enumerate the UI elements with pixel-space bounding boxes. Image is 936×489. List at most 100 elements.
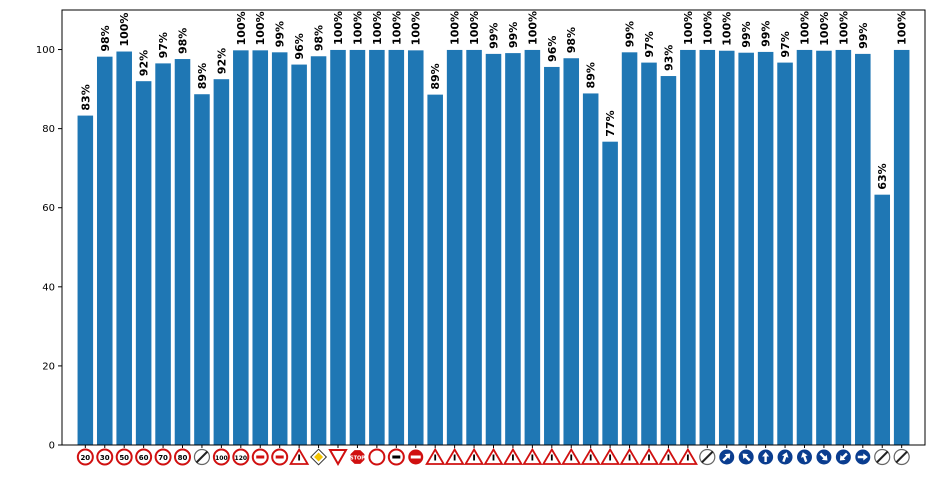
data-label: 96% [293,33,306,59]
sign-arrow [742,453,751,462]
sign-symbol [473,454,475,461]
bar [660,76,677,446]
bar [466,49,482,445]
double-curve-sign-icon [483,445,504,465]
plot-frame [61,9,926,446]
speed-limit-30-sign-icon: 30 [96,445,114,466]
sign-number: 120 [235,455,248,462]
data-label: 99% [857,23,870,49]
y-tick-label: 60 [42,203,55,214]
no-passing-trucks-sign-icon [271,445,289,466]
bicycles-crossing-sign-icon [638,445,660,465]
sign-symbol [392,455,401,459]
bar [621,52,638,446]
road-work-sign-icon [561,445,582,465]
wild-animals-sign-icon [677,445,698,465]
sign-ring [368,448,386,466]
sign-slash [876,450,889,464]
bar [446,49,463,445]
bar [155,63,171,446]
bar [194,94,210,446]
y-tick-label: 0 [49,441,55,452]
sign-symbol [667,454,670,461]
bar [174,59,191,445]
data-label: 100% [468,11,481,45]
bar [699,49,716,445]
bar [135,81,152,445]
speed-limit-70-sign-icon: 70 [154,445,172,466]
bar [291,64,307,445]
speed-limit-50-sign-icon: 50 [115,445,133,466]
data-label: 100% [896,11,909,45]
bar [582,93,599,445]
no-trucks-sign-icon [387,445,405,466]
data-label: 100% [798,11,811,45]
y-tick-label: 40 [42,282,55,293]
data-label: 100% [235,11,248,45]
y-tick-label: 80 [42,124,55,135]
sign-symbol [298,454,301,461]
data-label: 100% [351,11,364,45]
bar [96,56,113,445]
bar [524,49,541,445]
sign-number: 60 [139,454,149,462]
sign-number: 30 [100,454,110,462]
sign-ring [212,448,230,466]
right-of-way-intersection-sign-icon [289,445,310,465]
data-label: 100% [390,11,403,45]
children-crossing-sign-icon [619,445,640,465]
data-label: 89% [585,62,598,88]
bar [718,50,735,446]
sign-arrow [819,452,828,461]
data-label: 77% [604,110,617,136]
sign-number: 80 [178,454,188,462]
data-label: 89% [196,63,209,89]
data-label: 92% [138,50,151,76]
sign-number: 20 [80,454,90,462]
data-label: 63% [876,163,889,189]
sign-symbol [275,455,284,459]
sign-triangle [328,449,348,467]
data-label: 100% [818,12,831,46]
sign-slash [895,450,908,464]
turn-left-ahead-sign-icon [738,445,754,465]
bar [271,52,288,446]
general-caution-sign-icon [425,445,446,465]
dangerous-curve-right-sign-icon [463,445,485,465]
sign-bar [410,455,421,459]
data-label: 99% [760,21,773,47]
sign-symbol [686,454,689,461]
keep-right-sign-icon [816,445,832,465]
priority-road-sign-icon [310,445,328,466]
yield-sign-icon [328,445,348,467]
data-label: 99% [488,23,501,49]
sign-slash [195,450,209,464]
traffic-signals-sign-icon [580,445,601,465]
bar [641,62,657,445]
sign-symbol [492,454,495,461]
y-tick-label: 100 [36,45,55,56]
data-label: 97% [779,31,792,57]
end-all-limits-sign-icon [699,445,716,466]
turn-right-ahead-sign-icon [719,445,735,465]
bar [349,49,366,445]
no-vehicles-sign-icon [368,445,386,466]
sign-ring [174,448,192,466]
bar [505,53,521,445]
bumpy-road-sign-icon [502,445,524,465]
bar [369,49,385,445]
slippery-road-sign-icon [522,445,543,465]
sign-number: 70 [158,454,168,462]
bar [77,115,94,445]
y-tick-label: 20 [42,361,55,372]
bar [330,49,346,445]
data-label: 100% [837,11,850,45]
data-label: 100% [526,11,539,45]
end-no-passing-sign-icon [874,445,891,466]
bar [213,79,230,446]
sign-octagon [350,450,365,464]
sign-ring [135,448,153,466]
speed-limit-80-sign-icon: 80 [174,445,192,466]
sign-symbol [512,454,514,461]
x-axis-sign-icons: 20 30 50 60 70 80 100 120 STOP [76,445,910,467]
